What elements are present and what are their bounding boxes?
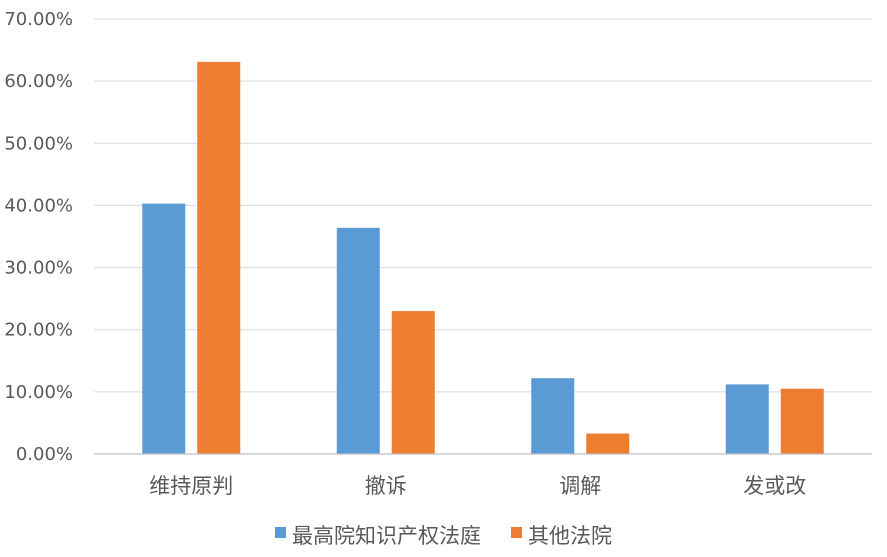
bar-series2-2 (586, 433, 630, 454)
y-axis-tick-labels: 0.00% 10.00% 20.00% 30.00% 40.00% 50.00% 60.00… (4, 9, 73, 465)
category-label: 发或改 (743, 474, 806, 498)
bar-series2-3 (780, 388, 824, 454)
category-label: 调解 (559, 474, 601, 498)
legend-swatch (511, 527, 522, 538)
y-tick-label: 70.00% (4, 9, 73, 30)
x-axis-category-labels: 维持原判 撤诉 调解 发或改 (149, 474, 806, 498)
y-tick-label: 60.00% (4, 71, 73, 92)
y-tick-label: 10.00% (4, 382, 73, 403)
y-tick-label: 50.00% (4, 133, 73, 154)
bar-series1-1 (336, 227, 380, 454)
legend-swatch (275, 527, 286, 538)
category-label: 维持原判 (149, 474, 233, 498)
bars (142, 61, 824, 454)
y-tick-label: 40.00% (4, 195, 73, 216)
bar-series2-0 (197, 61, 241, 454)
y-tick-label: 20.00% (4, 320, 73, 341)
y-tick-label: 30.00% (4, 258, 73, 279)
bar-series1-3 (725, 384, 769, 454)
y-tick-label: 0.00% (16, 444, 73, 465)
category-label: 撤诉 (365, 474, 407, 498)
legend-label: 其他法院 (528, 524, 612, 548)
bar-series2-1 (391, 311, 435, 454)
legend: 最高院知识产权法庭 其他法院 (275, 524, 612, 548)
bar-series1-0 (142, 203, 186, 454)
bar-series1-2 (531, 378, 575, 454)
legend-label: 最高院知识产权法庭 (292, 524, 481, 548)
